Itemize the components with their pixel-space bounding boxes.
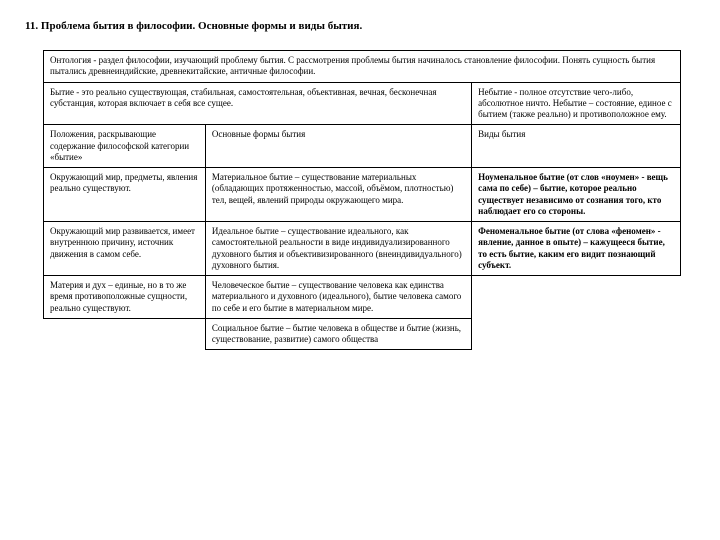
bytie-cell: Бытие - это реально существующая, стабил…	[44, 82, 472, 125]
row5-col3-empty	[472, 276, 681, 350]
header-col3: Виды бытия	[472, 125, 681, 168]
row4-col3: Феноменальное бытие (от слова «феномен» …	[472, 222, 681, 276]
row6-col1-empty	[44, 318, 206, 350]
nebytie-cell: Небытие - полное отсутствие чего-либо, а…	[472, 82, 681, 125]
page-title: 11. Проблема бытия в философии. Основные…	[25, 20, 695, 32]
row4-col2: Идеальное бытие – существование идеально…	[205, 222, 471, 276]
row5-col1: Материя и дух – единые, но в то же время…	[44, 276, 206, 319]
row3-col3: Ноуменальное бытие (от слов «ноумен» - в…	[472, 168, 681, 222]
main-table: Онтология - раздел философии, изучающий …	[43, 50, 681, 350]
row5-col2: Человеческое бытие – существование челов…	[205, 276, 471, 319]
header-col1: Положения, раскрывающие содержание филос…	[44, 125, 206, 168]
row4-col1: Окружающий мир развивается, имеет внутре…	[44, 222, 206, 276]
intro-cell: Онтология - раздел философии, изучающий …	[44, 51, 681, 83]
header-col2: Основные формы бытия	[205, 125, 471, 168]
row6-col2: Социальное бытие – бытие человека в обще…	[205, 318, 471, 350]
row3-col2: Материальное бытие – существование матер…	[205, 168, 471, 222]
row3-col1: Окружающий мир, предметы, явления реальн…	[44, 168, 206, 222]
